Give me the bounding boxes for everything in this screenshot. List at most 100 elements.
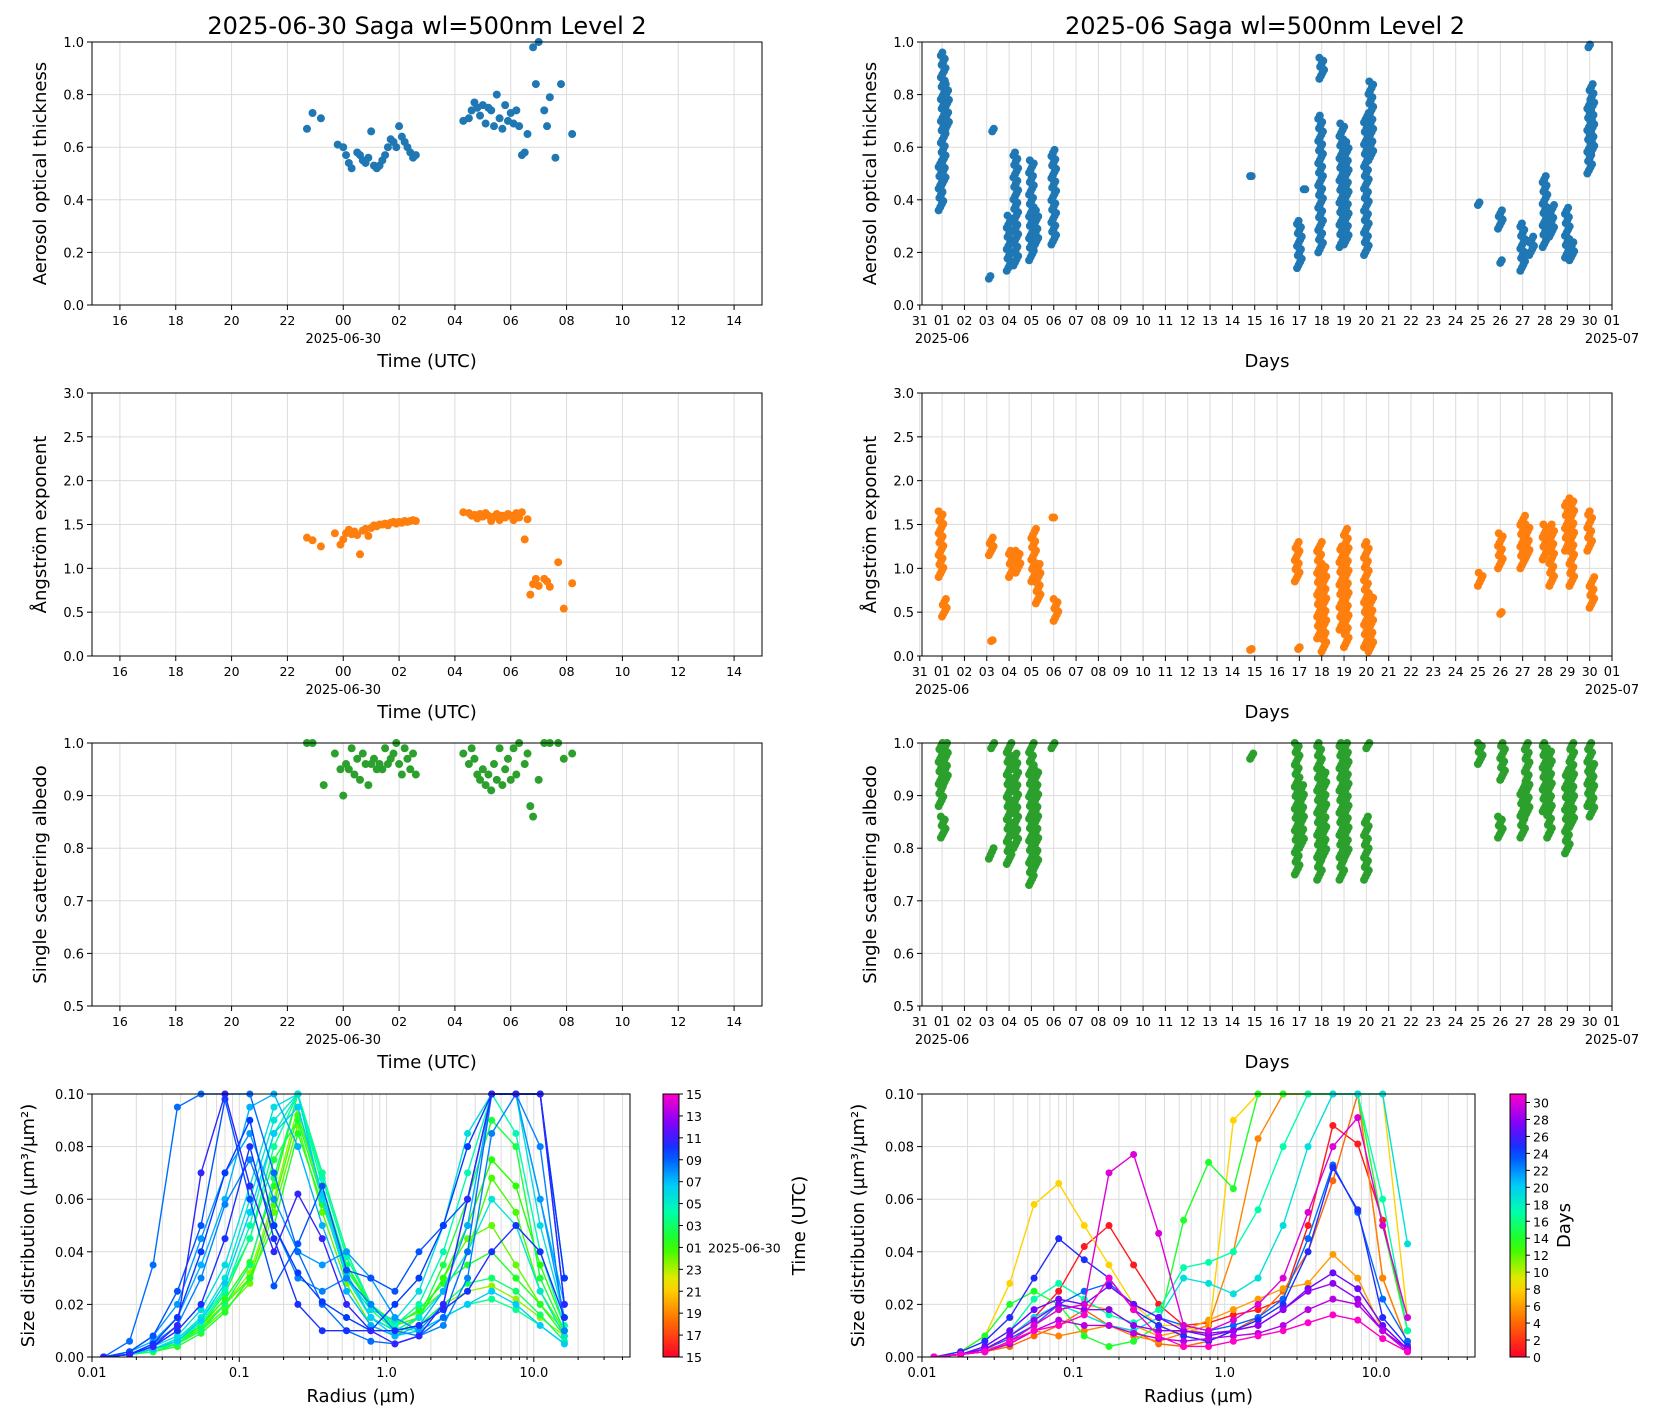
series-point — [1155, 1229, 1163, 1237]
series-point — [221, 1235, 229, 1243]
x-tick-label: 12 — [1180, 313, 1196, 328]
series-point — [1055, 1321, 1063, 1329]
x-tick-label: 16 — [1269, 1014, 1285, 1029]
data-point — [1343, 524, 1352, 533]
series-point — [439, 1287, 447, 1295]
data-point — [545, 582, 554, 591]
x-tick-label: 25 — [1470, 313, 1486, 328]
series-point — [246, 1182, 254, 1190]
series-point — [488, 1287, 496, 1295]
series-point — [1379, 1321, 1387, 1329]
x-tick-date: 2025-06-30 — [305, 683, 381, 698]
series-point — [560, 1332, 568, 1340]
series-point — [1304, 1235, 1312, 1243]
series-point — [1304, 1143, 1312, 1151]
y-tick-label: 2.0 — [893, 475, 914, 490]
series-point — [1304, 1306, 1312, 1314]
series-point — [173, 1314, 181, 1322]
y-tick-label: 0.04 — [885, 1246, 914, 1261]
data-point — [986, 272, 995, 281]
x-tick-label: 20 — [1358, 1014, 1374, 1029]
data-point — [526, 590, 535, 599]
x-tick-label: 01 — [934, 1015, 951, 1030]
y-tick-label: 2.0 — [63, 475, 84, 490]
series-point — [1354, 1274, 1362, 1282]
data-point — [344, 765, 353, 774]
series-point — [1254, 1300, 1262, 1308]
data-point — [411, 151, 420, 160]
x-tick-label: 06 — [1046, 664, 1062, 679]
x-tick-label: 28 — [1537, 664, 1553, 679]
x-tick-label: 08 — [1090, 313, 1106, 328]
y-tick-label: 1.0 — [893, 737, 914, 752]
y-axis-label: Aerosol optical thickness — [30, 62, 51, 285]
series-line — [103, 1092, 566, 1357]
colorbar-tick-label: 10 — [1533, 1265, 1549, 1280]
series-point — [391, 1332, 399, 1340]
x-tick-label: 01 — [934, 665, 951, 680]
data-point — [1365, 590, 1374, 599]
series-point — [1180, 1337, 1188, 1345]
data-point — [1521, 511, 1530, 520]
x-tick-label: 0.01 — [908, 1366, 937, 1381]
data-point — [529, 812, 538, 821]
x-tick-label: 0.1 — [229, 1366, 250, 1381]
series-point — [343, 1253, 351, 1261]
series-point — [1379, 1335, 1387, 1343]
series-point — [1080, 1300, 1088, 1308]
series-point — [294, 1103, 302, 1111]
series-point — [318, 1235, 326, 1243]
data-point — [1547, 520, 1556, 529]
series-point — [415, 1327, 423, 1335]
x-tick-month-end: 2025-07 — [1585, 683, 1639, 698]
x-tick-label: 15 — [1247, 1014, 1263, 1029]
series-point — [197, 1316, 205, 1324]
x-tick-date: 2025-06-30 — [305, 1033, 381, 1048]
data-point — [1590, 573, 1599, 582]
series-point — [1379, 1222, 1387, 1229]
data-point — [938, 48, 947, 57]
series-point — [1030, 1306, 1038, 1314]
series-point — [391, 1300, 399, 1308]
x-tick-label: 03 — [979, 1014, 995, 1029]
x-tick-label: 10 — [1135, 664, 1151, 679]
series-point — [1229, 1306, 1237, 1314]
series-point — [1254, 1295, 1262, 1303]
data-point — [356, 550, 364, 559]
series-point — [536, 1248, 544, 1256]
x-axis-label: Time (UTC) — [376, 351, 477, 372]
x-tick-label: 18 — [168, 313, 184, 328]
colorbar-tick-label: 22 — [1533, 1163, 1549, 1178]
y-tick-label: 0.0 — [63, 650, 84, 665]
series-point — [1404, 1337, 1412, 1345]
data-point — [1247, 172, 1256, 181]
colorbar-tick-label: 11 — [686, 1131, 702, 1146]
x-tick-label: 16 — [112, 1014, 128, 1029]
series-point — [981, 1332, 989, 1340]
x-tick-month-end: 2025-07 — [1585, 332, 1639, 347]
series-point — [1155, 1332, 1163, 1340]
data-point — [543, 122, 552, 131]
x-tick-label: 03 — [979, 664, 995, 679]
series-point — [1354, 1140, 1362, 1148]
series-point — [488, 1116, 496, 1124]
series-point — [512, 1295, 520, 1303]
series-point — [1105, 1169, 1113, 1177]
series-point — [1354, 1295, 1362, 1303]
series-point — [367, 1300, 375, 1308]
series-point — [318, 1222, 326, 1229]
data-point — [478, 765, 487, 774]
series-point — [1229, 1311, 1237, 1319]
data-point — [381, 151, 390, 160]
data-point — [1317, 559, 1326, 568]
x-tick-label: 22 — [279, 1014, 295, 1029]
y-axis-label: Ångström exponent — [859, 436, 881, 614]
colorbar-tick-label: 05 — [686, 1197, 702, 1212]
x-tick-label: 18 — [168, 1014, 184, 1029]
series-point — [536, 1143, 544, 1151]
data-point — [347, 744, 356, 753]
x-tick-label: 26 — [1492, 664, 1508, 679]
y-tick-label: 0.8 — [63, 842, 84, 857]
data-point — [936, 812, 945, 821]
data-point — [989, 844, 998, 853]
